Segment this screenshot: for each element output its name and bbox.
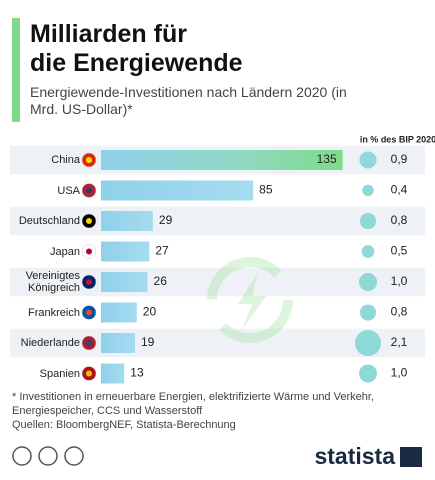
gdp-circle: [362, 184, 374, 197]
flag-detail: [86, 157, 92, 163]
value-label: 19: [141, 335, 155, 349]
gdp-circle: [354, 329, 382, 357]
gdp-circle: [359, 304, 377, 321]
bar: [101, 150, 343, 170]
gdp-label: 2,1: [391, 335, 408, 349]
category-label: Japan: [50, 245, 80, 258]
accent-bar: [12, 18, 20, 122]
footnote: * Investitionen in erneuerbare Energien,…: [12, 391, 374, 417]
gdp-label: 0,8: [391, 305, 408, 319]
category-label: China: [51, 154, 80, 166]
cc-icons: [12, 446, 84, 466]
gdp-circle: [359, 364, 377, 383]
flag-detail: [86, 279, 92, 285]
source: Quellen: BloombergNEF, Statista-Berechnu…: [12, 419, 236, 431]
category-label: Spanien: [39, 367, 80, 380]
row-band: [10, 267, 425, 297]
value-label: 85: [259, 183, 273, 197]
value-label: 27: [155, 244, 169, 258]
flag-detail: [86, 370, 92, 377]
gdp-label: 0,9: [391, 152, 408, 166]
gdp-label: 0,8: [391, 213, 408, 227]
value-label: 135: [317, 152, 337, 166]
gdp-circle: [359, 212, 377, 230]
bar: [101, 241, 150, 262]
gdp-label: 0,5: [391, 244, 408, 258]
logo-mark: [400, 447, 422, 467]
flag-detail: [86, 187, 92, 194]
value-label: 29: [159, 213, 173, 227]
title: Milliarden für die Energiewende: [30, 20, 243, 77]
flag-detail: [86, 248, 92, 255]
flag-detail: [86, 218, 92, 224]
category-label: Frankreich: [28, 306, 80, 319]
category-label: USA: [57, 184, 80, 197]
subtitle: Energiewende-Investitionen nach Ländern …: [30, 84, 347, 117]
flag-detail: [86, 340, 92, 346]
bar: [101, 180, 254, 201]
row-band: [10, 206, 425, 236]
bar: [101, 363, 125, 384]
value-label: 26: [154, 274, 168, 288]
flag-detail: [86, 309, 92, 316]
bar: [101, 333, 136, 353]
gdp-circle: [361, 245, 375, 258]
gdp-header: in % des BIP 2020: [360, 134, 435, 144]
gdp-label: 1,0: [391, 366, 408, 380]
gdp-label: 0,4: [391, 183, 408, 197]
gdp-circle: [359, 151, 377, 169]
logo: statista: [314, 443, 395, 469]
gdp-circle: [359, 273, 377, 291]
bar: [101, 302, 137, 323]
category-label: Vereinigtes Königreich: [25, 270, 80, 294]
watermark: [207, 257, 293, 343]
gdp-label: 1,0: [391, 274, 408, 288]
bar: [101, 211, 153, 231]
value-label: 13: [130, 366, 144, 380]
bar: [101, 272, 148, 292]
category-label: Niederlande: [20, 337, 80, 349]
category-label: Deutschland: [18, 215, 80, 227]
value-label: 20: [143, 305, 157, 319]
